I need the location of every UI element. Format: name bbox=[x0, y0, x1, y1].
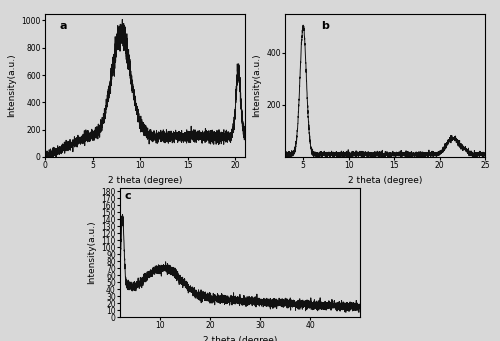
Y-axis label: Intensity(a.u.): Intensity(a.u.) bbox=[87, 221, 96, 284]
Y-axis label: Intensity(a.u.): Intensity(a.u.) bbox=[252, 54, 260, 117]
Text: c: c bbox=[125, 191, 132, 202]
X-axis label: 2 theta (degree): 2 theta (degree) bbox=[203, 336, 277, 341]
Text: a: a bbox=[59, 21, 66, 31]
Text: b: b bbox=[321, 21, 329, 31]
Y-axis label: Intensity(a.u.): Intensity(a.u.) bbox=[7, 54, 16, 117]
X-axis label: 2 theta (degree): 2 theta (degree) bbox=[108, 176, 182, 184]
X-axis label: 2 theta (degree): 2 theta (degree) bbox=[348, 176, 422, 184]
